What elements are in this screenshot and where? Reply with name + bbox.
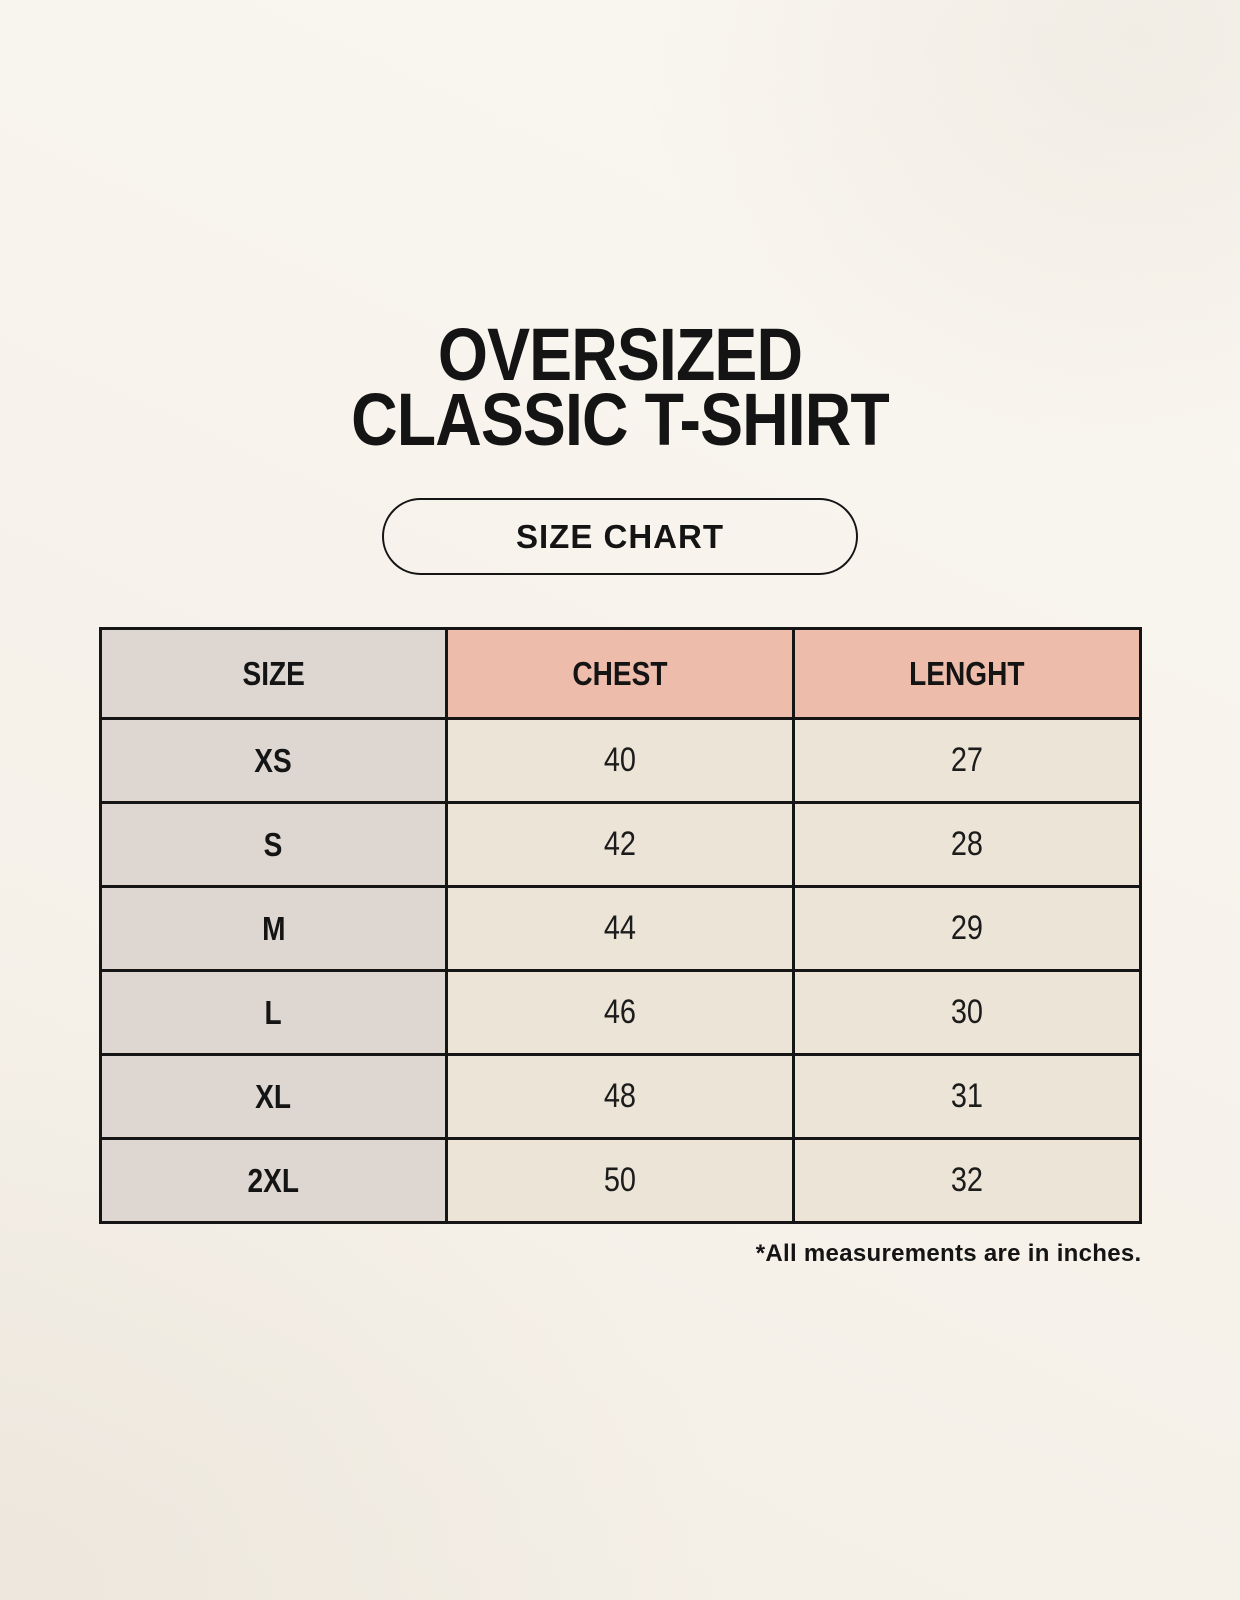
header-cell-length: LENGHT: [791, 627, 1142, 721]
size-value: XS: [254, 741, 293, 779]
size-cell: 2XL: [98, 1137, 449, 1225]
chest-cell: 44: [445, 885, 795, 973]
table-row-s: S 42 28: [98, 801, 1142, 889]
size-cell: L: [98, 969, 449, 1057]
table-row-m: M 44 29: [98, 885, 1142, 973]
product-title: OVERSIZED CLASSIC T-SHIRT: [0, 0, 1240, 462]
length-value: 30: [950, 993, 983, 1032]
length-cell: 32: [791, 1137, 1142, 1225]
table-row-2xl: 2XL 50 32: [98, 1137, 1142, 1225]
size-chart-badge: SIZE CHART: [382, 498, 858, 576]
table-row-l: L 46 30: [98, 969, 1142, 1057]
size-chart-badge-label: SIZE CHART: [516, 517, 724, 555]
length-value: 29: [950, 909, 983, 948]
chest-cell: 42: [445, 801, 795, 889]
size-value: 2XL: [247, 1161, 300, 1199]
length-value: 27: [950, 741, 983, 780]
size-chart-table: SIZE CHEST LENGHT XS 40 27 S 42 28: [98, 627, 1142, 1225]
size-value: S: [263, 825, 283, 863]
chest-cell: 40: [445, 717, 795, 805]
length-cell: 27: [791, 717, 1142, 805]
chest-value: 40: [603, 741, 637, 780]
length-value: 32: [950, 1161, 983, 1200]
product-title-line-1: OVERSIZED: [437, 313, 803, 396]
header-cell-chest: CHEST: [445, 627, 795, 721]
header-label-length: LENGHT: [908, 654, 1025, 692]
header-cell-size: SIZE: [98, 627, 449, 721]
size-value: M: [261, 909, 286, 947]
header-label-size: SIZE: [242, 654, 305, 692]
table-row-xl: XL 48 31: [98, 1053, 1142, 1141]
chest-cell: 48: [445, 1053, 795, 1141]
header-label-chest: CHEST: [572, 654, 668, 692]
chest-value: 50: [603, 1161, 637, 1200]
size-chart-table-body: XS 40 27 S 42 28 M 44 29 L 46 30 XL 48: [98, 717, 1142, 1225]
length-cell: 31: [791, 1053, 1142, 1141]
measurements-footnote: *All measurements are in inches.: [755, 1240, 1142, 1268]
size-value: L: [264, 993, 282, 1031]
length-cell: 28: [791, 801, 1142, 889]
size-cell: S: [98, 801, 449, 889]
size-value: XL: [255, 1077, 292, 1115]
size-cell: XS: [98, 717, 449, 805]
header-row: SIZE CHEST LENGHT: [98, 627, 1142, 721]
length-value: 28: [950, 825, 983, 864]
size-cell: XL: [98, 1053, 449, 1141]
size-chart-table-head: SIZE CHEST LENGHT: [98, 627, 1142, 721]
length-cell: 30: [791, 969, 1142, 1057]
chest-value: 46: [603, 993, 637, 1032]
table-row-xs: XS 40 27: [98, 717, 1142, 805]
chest-cell: 46: [445, 969, 795, 1057]
chest-value: 42: [603, 825, 637, 864]
length-cell: 29: [791, 885, 1142, 973]
length-value: 31: [950, 1077, 983, 1116]
size-cell: M: [98, 885, 449, 973]
chest-value: 44: [603, 909, 637, 948]
chest-value: 48: [603, 1077, 637, 1116]
product-title-line-2: CLASSIC T-SHIRT: [351, 378, 890, 462]
chest-cell: 50: [445, 1137, 795, 1225]
